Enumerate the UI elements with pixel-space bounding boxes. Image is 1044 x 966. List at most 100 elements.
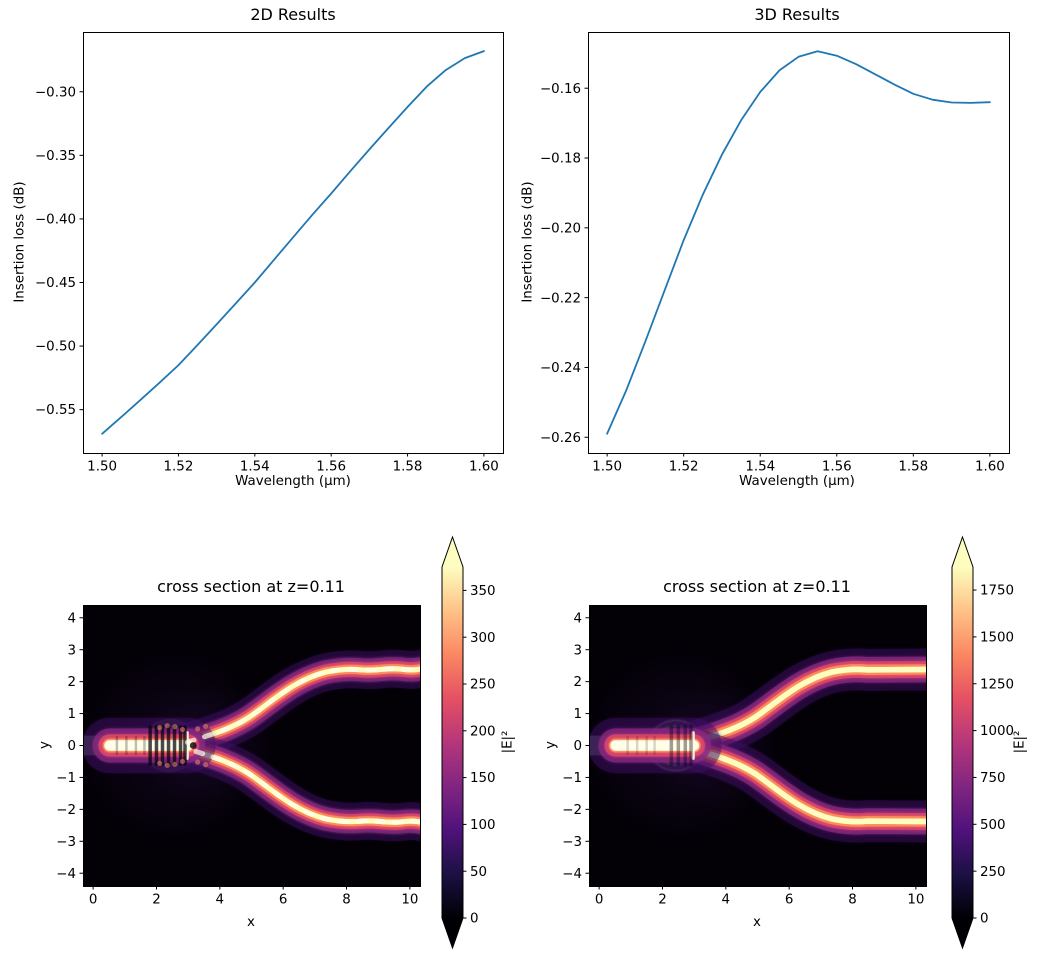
x-tick-label: 0: [89, 893, 98, 908]
x-tick-label: 8: [848, 893, 857, 908]
x-tick-label: 1.54: [745, 460, 775, 475]
title-2d-results: 2D Results: [250, 5, 336, 24]
colorbar: [951, 535, 974, 950]
axes-spines: [83, 32, 504, 454]
panel-insertion-loss-3d: 1.50 1.52 1.54 1.56 1.58 1.60 −0.16 −0.18 −0.20 −…: [540, 32, 1010, 475]
ylabel-field-3d: y: [543, 741, 559, 749]
colorbar-tick-label: 1750: [980, 584, 1014, 599]
x-tick-label: 1.58: [393, 460, 423, 475]
y-tick-label: −2: [562, 803, 582, 818]
y-tick-label: −0.40: [35, 213, 76, 228]
panel-field-cross-section-2d: 0 2 4 6 8 1043210−1−2−3−405010015020025030035…: [56, 535, 496, 950]
y-tick-label: −0.20: [540, 221, 581, 236]
y-tick-label: 4: [67, 611, 76, 626]
colorbar-tick-label: 50: [470, 865, 487, 880]
x-tick-label: 8: [342, 893, 351, 908]
y-tick-label: −0.50: [35, 340, 76, 355]
y-tick-label: 1: [67, 707, 76, 722]
xlabel-wavelength-2d: Wavelength (μm): [235, 474, 351, 489]
title-3d-results: 3D Results: [754, 5, 840, 24]
xlabel-field-2d: x: [247, 915, 255, 930]
x-tick-label: 1.60: [975, 460, 1005, 475]
x-tick-label: 2: [658, 893, 667, 908]
colorbar-tick-label: 0: [470, 912, 479, 927]
colorbar-tick-label: 350: [470, 584, 496, 599]
field-heatmap-3d: [589, 605, 926, 886]
x-tick-label: 1.58: [898, 460, 928, 475]
title-cross-section-2d: cross section at z=0.11: [157, 577, 345, 596]
axes-spines: [588, 32, 1010, 454]
colorbar-tick-label: 1500: [980, 631, 1014, 646]
y-tick-label: −1: [562, 771, 582, 786]
y-tick-label: 4: [573, 611, 582, 626]
y-tick-label: 0: [67, 739, 76, 754]
colorbar-label-3d: |E|²: [1012, 730, 1028, 754]
y-tick-label: −0.18: [540, 152, 581, 167]
colorbar-tick-label: 1250: [980, 677, 1014, 692]
y-tick-label: −4: [56, 867, 76, 882]
colorbar-tick-label: 500: [980, 818, 1006, 833]
x-tick-label: 1.56: [316, 460, 346, 475]
y-tick-label: −4: [562, 867, 582, 882]
ylabel-field-2d: y: [37, 741, 53, 749]
x-tick-label: 1.56: [822, 460, 852, 475]
x-tick-label: 6: [279, 893, 288, 908]
x-tick-label: 1.52: [669, 460, 699, 475]
y-tick-label: −0.22: [540, 291, 581, 306]
colorbar-tick-label: 300: [470, 631, 496, 646]
field-heatmap-2d: [83, 605, 420, 886]
loss-curve-insertion-loss-2d: [101, 50, 485, 435]
y-tick-label: −0.24: [540, 361, 581, 376]
y-tick-label: −0.35: [35, 149, 76, 164]
colorbar-tick-label: 150: [470, 771, 496, 786]
colorbar-tick-label: 250: [470, 678, 496, 693]
y-tick-label: 2: [67, 675, 76, 690]
x-tick-label: 10: [401, 893, 418, 908]
colorbar-tick-label: 100: [470, 818, 496, 833]
y-tick-label: −2: [56, 803, 76, 818]
colorbar: [441, 535, 464, 950]
x-tick-label: 1.50: [592, 460, 622, 475]
x-tick-label: 1.50: [87, 460, 117, 475]
x-tick-label: 2: [152, 893, 161, 908]
x-tick-label: 1.54: [240, 460, 270, 475]
panel-field-cross-section-3d: 0 2 4 6 8 1043210−1−2−3−402505007501000125015…: [562, 535, 1014, 950]
y-tick-label: 3: [67, 643, 76, 658]
y-tick-label: −0.55: [35, 403, 76, 418]
ylabel-insertion-loss-2d: Insertion loss (dB): [12, 181, 28, 303]
axes-spines: [83, 605, 421, 887]
ylabel-insertion-loss-3d: Insertion loss (dB): [520, 181, 536, 303]
x-tick-label: 0: [595, 893, 604, 908]
y-tick-label: 2: [573, 675, 582, 690]
xlabel-wavelength-3d: Wavelength (μm): [739, 474, 855, 489]
x-tick-label: 4: [216, 893, 225, 908]
x-tick-label: 1.60: [469, 460, 499, 475]
y-tick-label: −3: [56, 835, 76, 850]
colorbar-label-2d: |E|²: [500, 730, 516, 754]
x-tick-label: 6: [785, 893, 794, 908]
axes-spines: [589, 605, 927, 887]
y-tick-label: 3: [573, 643, 582, 658]
panel-insertion-loss-2d: 1.50 1.52 1.54 1.56 1.58 1.60 −0.30 −0.35 −0.40 −…: [35, 32, 504, 475]
colorbar-tick-label: 750: [980, 771, 1006, 786]
loss-curve-insertion-loss-3d: [606, 50, 991, 435]
y-tick-label: 0: [573, 739, 582, 754]
y-tick-label: −1: [56, 771, 76, 786]
y-tick-label: −3: [562, 835, 582, 850]
colorbar-tick-label: 1000: [980, 724, 1014, 739]
y-tick-label: −0.30: [35, 85, 76, 100]
colorbar-tick-label: 0: [980, 912, 989, 927]
x-tick-label: 1.52: [164, 460, 194, 475]
x-tick-label: 10: [907, 893, 924, 908]
colorbar-tick-label: 250: [980, 865, 1006, 880]
colorbar-tick-label: 200: [470, 724, 496, 739]
y-tick-label: −0.26: [540, 431, 581, 446]
y-tick-label: −0.16: [540, 82, 581, 97]
title-cross-section-3d: cross section at z=0.11: [663, 577, 851, 596]
y-tick-label: 1: [573, 707, 582, 722]
x-tick-label: 4: [722, 893, 731, 908]
y-tick-label: −0.45: [35, 276, 76, 291]
xlabel-field-3d: x: [753, 915, 761, 930]
